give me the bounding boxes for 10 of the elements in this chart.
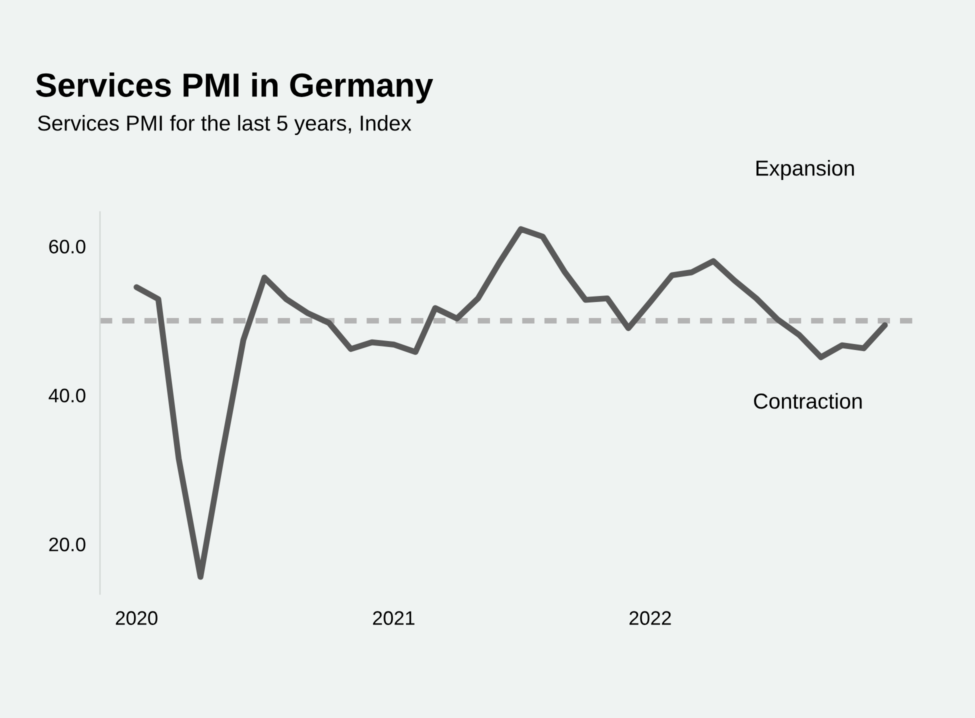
y-tick-label: 40.0 [48,388,86,402]
x-tick-label: 2022 [630,611,671,625]
chart-subtitle: Services PMI for the last 5 years, Index [38,114,412,136]
y-tick-label: 60.0 [49,240,86,254]
chart-title: Services PMI in Germany [36,72,434,104]
text: Expansion [756,160,854,180]
y-tick-label: 20.0 [49,538,86,552]
x-tick-label: 2021 [373,611,414,625]
x-tick-label: 2020 [116,611,158,625]
annotation: Contraction [754,392,862,409]
